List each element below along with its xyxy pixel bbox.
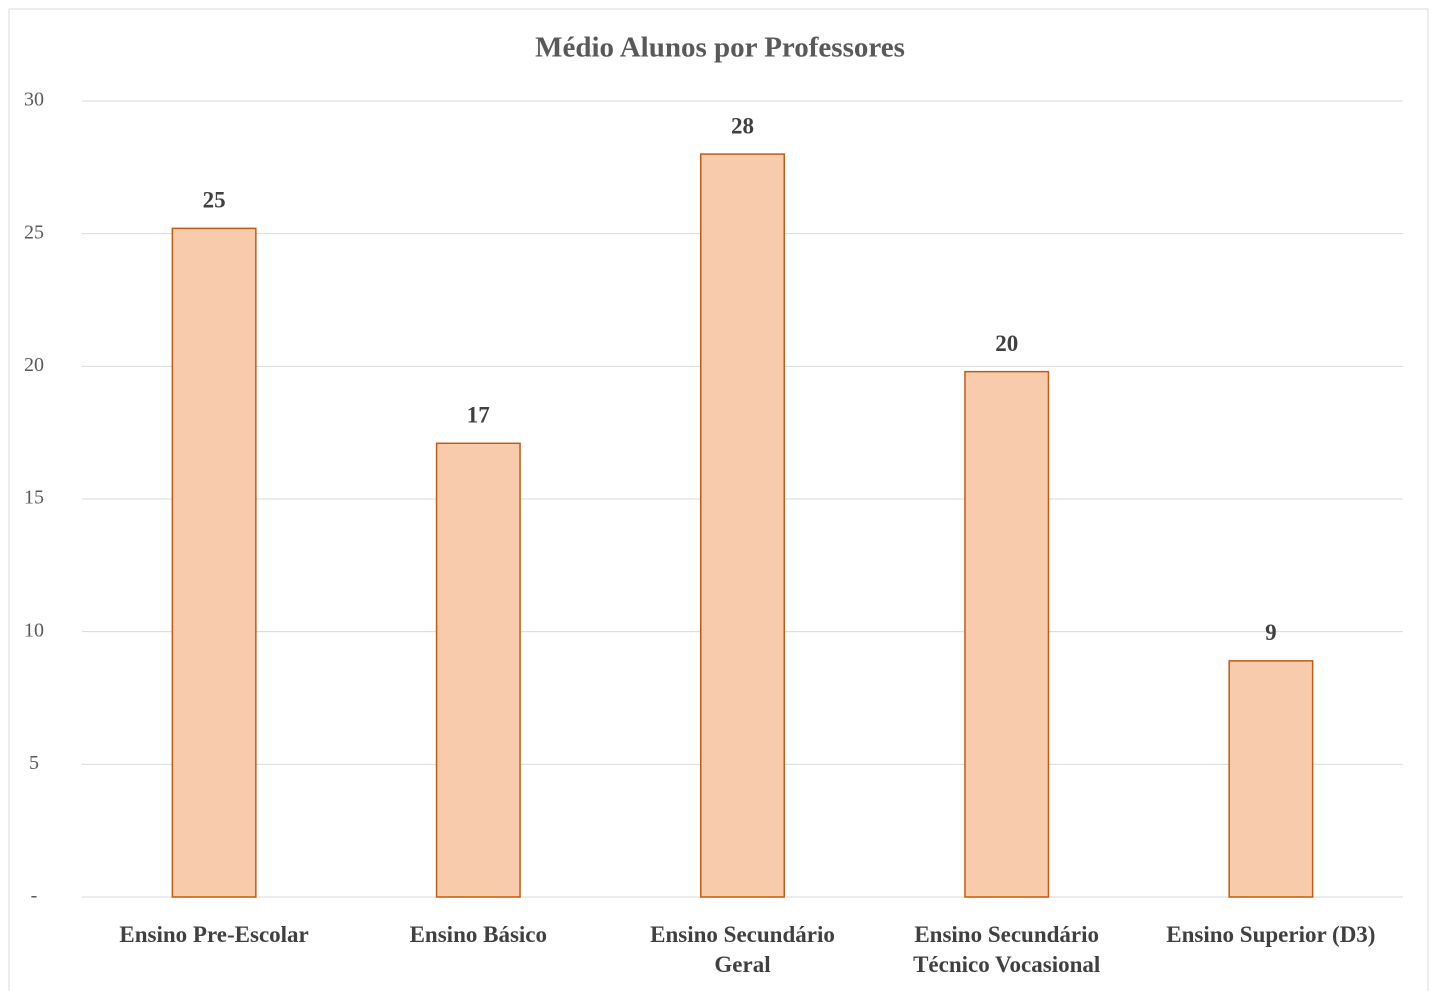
chart-title: Médio Alunos por Professores [535,32,905,64]
x-tick-label: Ensino Superior (D3) [1166,922,1376,947]
x-tick-label: Ensino Secundário Técnico Vocasional [913,922,1101,977]
bar [435,442,521,898]
y-tick-label: 15 [24,487,44,509]
y-tick-label: 25 [24,221,44,243]
y-tick-label: 20 [24,354,44,376]
y-tick-label: 5 [29,752,39,774]
y-tick-label: 10 [24,619,44,641]
data-label: 9 [1265,620,1277,645]
x-tick-label: Ensino Secundário Geral [650,922,835,977]
bar [964,370,1050,898]
y-tick-label: 30 [24,89,44,111]
data-label: 20 [995,331,1018,356]
bar [1228,660,1314,898]
data-label: 17 [467,403,490,428]
x-tick-label: Ensino Pre-Escolar [119,922,309,947]
data-label: 28 [731,113,754,138]
bar [171,227,257,898]
chart-border [8,8,1429,991]
y-tick-label: - [31,885,38,907]
bar [700,153,785,898]
data-label: 25 [203,188,226,213]
x-tick-label: Ensino Básico [409,922,547,947]
